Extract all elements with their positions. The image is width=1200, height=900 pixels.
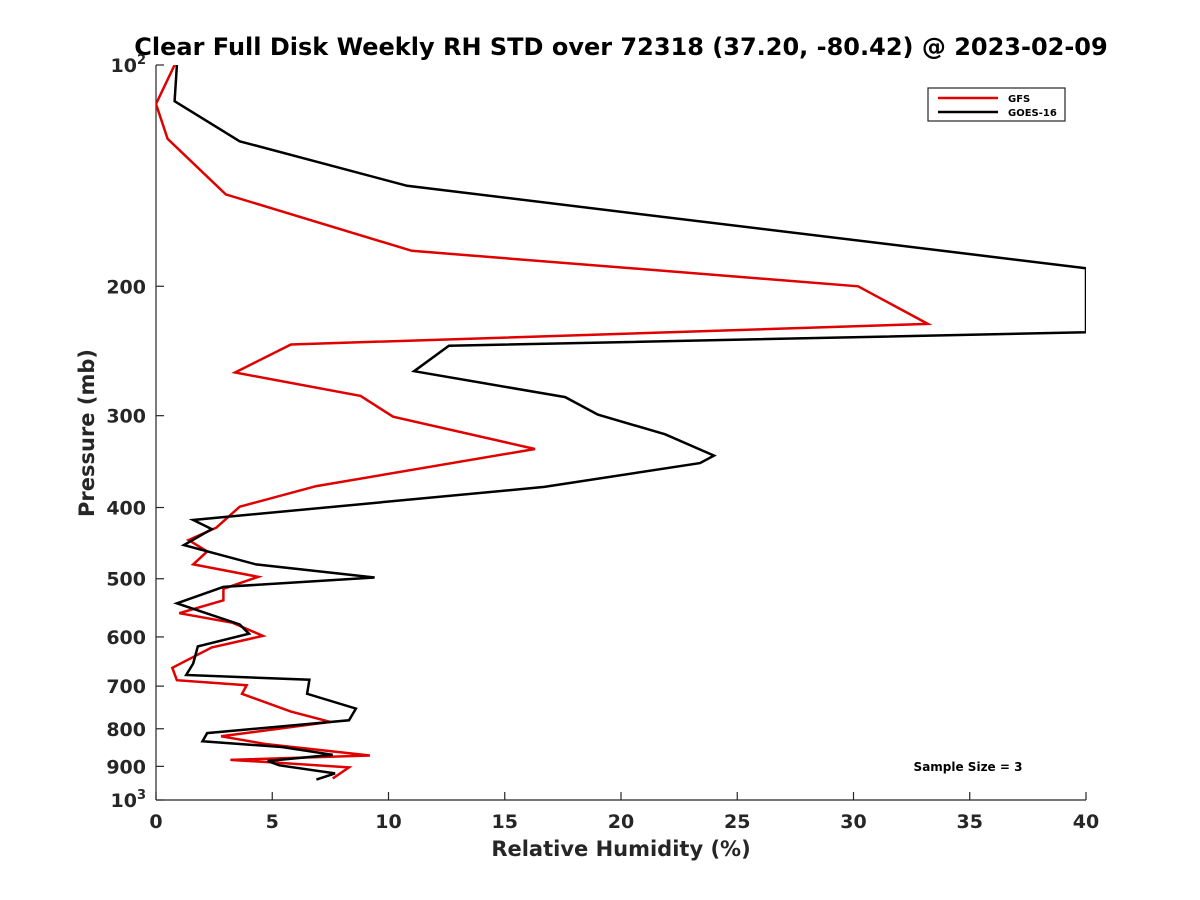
y-tick-label: 200 [106, 276, 146, 298]
y-axis-label: Pressure (mb) [75, 349, 99, 517]
x-axis-label: Relative Humidity (%) [491, 837, 750, 861]
y-tick-label: 700 [106, 676, 146, 698]
y-tick-label: 500 [106, 569, 146, 591]
y-tick-label: 800 [106, 719, 146, 741]
legend-box [927, 87, 1066, 122]
y-tick-label: 102 [111, 53, 147, 77]
plot-area: 0 5 10 15 20 25 30 35 40102200300400500600700800… [106, 53, 1099, 833]
y-tick-label: 103 [111, 788, 147, 812]
legend-label: GOES-16 [1008, 108, 1057, 119]
y-tick-label: 300 [106, 406, 146, 428]
x-tick-label: 5 [266, 811, 279, 833]
y-tick-exponent: 2 [137, 53, 146, 68]
y-tick-label: 900 [106, 756, 146, 778]
x-tick-label: 10 [375, 811, 401, 833]
chart-title: Clear Full Disk Weekly RH STD over 72318… [134, 33, 1107, 61]
sample-size-annotation: Sample Size = 3 [914, 760, 1023, 774]
legend-label: GFS [1008, 94, 1030, 105]
series-line-goes-16 [173, 65, 1086, 781]
x-tick-label: 0 [149, 811, 162, 833]
series-line-gfs [156, 65, 933, 780]
y-tick-label: 400 [106, 498, 146, 520]
y-tick-base: 10 [111, 790, 137, 812]
x-tick-label: 35 [957, 811, 983, 833]
legend: GFS GOES-16 [927, 87, 1066, 122]
y-tick-label: 600 [106, 627, 146, 649]
x-tick-label: 20 [608, 811, 634, 833]
x-tick-label: 25 [724, 811, 750, 833]
y-tick-exponent: 3 [137, 788, 146, 803]
series-group [156, 65, 1086, 781]
x-tick-label: 40 [1073, 811, 1099, 833]
y-tick-base: 10 [111, 55, 137, 77]
x-tick-label: 15 [492, 811, 518, 833]
x-tick-label: 30 [840, 811, 866, 833]
